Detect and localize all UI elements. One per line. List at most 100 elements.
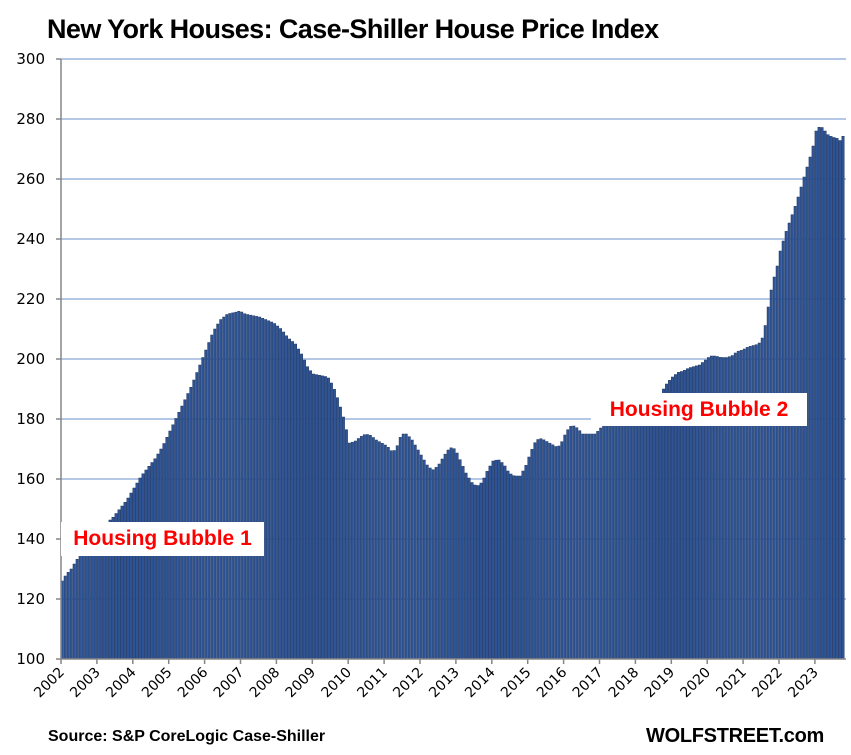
x-tick-label-2006: 2006 [175, 664, 212, 701]
bar-month-200 [659, 393, 662, 660]
bar-month-235 [763, 325, 767, 660]
bar-month-258 [832, 137, 836, 660]
bar-month-184 [611, 414, 615, 660]
bar-month-5 [75, 559, 79, 660]
bar-month-25 [135, 482, 139, 660]
bar-month-238 [772, 276, 776, 660]
bar-month-156 [527, 456, 531, 660]
bar-month-24 [132, 487, 136, 660]
bar-month-114 [401, 433, 405, 660]
bar-month-44 [192, 379, 196, 660]
bar-month-198 [653, 401, 656, 660]
bar-month-45 [195, 372, 199, 660]
bar-month-196 [647, 401, 651, 660]
bar-month-6 [78, 555, 82, 660]
bar-month-46 [198, 364, 202, 660]
bar-month-237 [769, 289, 773, 660]
bar-month-186 [617, 416, 621, 660]
x-tick-label-2021: 2021 [713, 665, 750, 702]
bar-month-259 [835, 138, 839, 660]
bar-month-193 [638, 413, 642, 660]
bar-month-260 [838, 140, 842, 660]
axes [56, 58, 846, 664]
bar-month-89 [327, 377, 330, 660]
bar-month-83 [309, 370, 312, 660]
annotation-housing-bubble-2: Housing Bubble 2 [591, 393, 807, 426]
bar-month-141 [482, 477, 486, 660]
bar-month-256 [826, 134, 830, 660]
y-tick-label-100: 100 [16, 650, 45, 668]
x-tick-label-2011: 2011 [354, 665, 391, 702]
bar-month-172 [575, 427, 579, 660]
x-tick-label-2023: 2023 [785, 665, 822, 702]
bar-month-50 [210, 334, 214, 660]
bar-month-183 [608, 415, 612, 660]
bar-month-250 [808, 156, 812, 660]
bar-month-164 [551, 444, 555, 660]
bar-month-245 [793, 206, 797, 660]
bar-month-29 [147, 466, 151, 660]
source-note: Source: S&P CoreLogic Case-Shiller [48, 728, 326, 745]
bar-month-23 [129, 492, 133, 660]
bar-month-150 [509, 473, 513, 660]
bar-month-253 [817, 127, 821, 660]
bar-month-242 [784, 231, 788, 660]
x-tick-label-2010: 2010 [319, 665, 356, 702]
bar-month-73 [279, 328, 283, 660]
bar-month-129 [446, 449, 450, 660]
bar-month-28 [144, 469, 148, 660]
x-tick-label-2019: 2019 [642, 665, 679, 702]
y-tick-label-160: 160 [16, 470, 45, 488]
bar-month-190 [629, 420, 633, 660]
bar-month-65 [255, 316, 259, 660]
bar-month-185 [614, 415, 618, 660]
bar-month-70 [270, 321, 274, 660]
bar-month-239 [775, 265, 779, 660]
bar-month-26 [138, 477, 142, 660]
y-tick-label-120: 120 [16, 590, 45, 608]
bar-month-154 [521, 470, 525, 660]
bar-month-169 [566, 429, 570, 660]
x-tick-label-2014: 2014 [462, 664, 499, 701]
bar-month-252 [814, 130, 818, 660]
bar-month-85 [315, 374, 318, 660]
bar-month-177 [590, 433, 594, 660]
bar-month-113 [398, 437, 402, 660]
bar-month-59 [237, 311, 241, 660]
bar-month-240 [778, 250, 782, 660]
bar-month-7 [81, 551, 85, 660]
bar-month-123 [428, 467, 432, 660]
x-tick-label-2012: 2012 [390, 665, 427, 702]
bar-month-178 [593, 433, 597, 660]
bar-month-10 [90, 540, 94, 660]
bar-month-72 [276, 325, 280, 660]
bar-month-188 [623, 420, 627, 660]
bar-month-76 [288, 338, 292, 660]
y-tick-label-240: 240 [16, 230, 45, 248]
bar-month-131 [452, 448, 456, 660]
bar-month-100 [359, 436, 363, 660]
bar-month-68 [264, 319, 268, 660]
bar-month-67 [261, 318, 265, 660]
bar-month-69 [267, 320, 271, 660]
bar-month-167 [560, 441, 564, 660]
bar-month-110 [389, 450, 393, 660]
bar-month-126 [437, 463, 441, 660]
bar-month-99 [356, 438, 360, 660]
bar-month-64 [252, 315, 256, 660]
bar-month-255 [823, 130, 827, 660]
bar-month-1 [63, 575, 67, 660]
bar-month-243 [787, 222, 791, 660]
x-tick-label-2009: 2009 [283, 665, 320, 702]
bar-month-153 [518, 475, 522, 660]
bar-month-57 [231, 312, 235, 660]
bar-month-116 [407, 436, 411, 660]
bar-month-97 [350, 441, 354, 660]
bar-month-170 [569, 426, 573, 660]
bar-month-4 [72, 563, 76, 660]
bar-month-119 [416, 449, 420, 660]
bar-month-199 [656, 398, 659, 660]
bar-month-27 [141, 473, 145, 660]
bar-month-106 [377, 441, 381, 660]
y-tick-label-280: 280 [16, 110, 45, 128]
